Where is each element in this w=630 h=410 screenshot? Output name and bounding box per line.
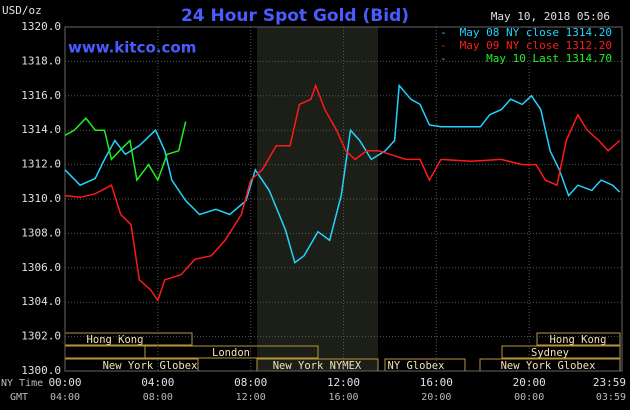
session-label: Hong Kong — [550, 334, 607, 346]
session-label: Sydney — [531, 347, 569, 359]
plot-frame — [64, 26, 623, 372]
session-label: Hong Kong — [87, 334, 144, 346]
sessions: Hong Kong Hong Kong London Sydney New Yo… — [64, 332, 621, 372]
legend-marker: - — [440, 26, 447, 39]
x2-tick-label: 00:00 — [514, 392, 544, 403]
y-tick-label: 1306.0 — [21, 261, 61, 274]
session-label: New York Globex — [103, 360, 198, 372]
site-label: www.kitco.com — [68, 39, 196, 57]
legend-label: May 09 NY close 1312.20 — [460, 39, 612, 52]
session-label: London — [212, 347, 250, 359]
x-tick-label: 04:00 — [141, 376, 174, 389]
y-tick-label: 1310.0 — [21, 192, 61, 205]
series-line — [64, 83, 621, 264]
series-line — [64, 117, 187, 182]
legend-marker: - — [440, 52, 447, 65]
x-tick-label: 00:00 — [48, 376, 81, 389]
chart-title: 24 Hour Spot Gold (Bid) — [181, 6, 409, 26]
y-tick-label: 1300.0 — [21, 364, 61, 377]
y-tick-label: 1302.0 — [21, 330, 61, 343]
y-tick-label: 1304.0 — [21, 295, 61, 308]
y-tick-label: 1318.0 — [21, 54, 61, 67]
session-label: NY Globex — [388, 360, 445, 372]
x-tick-label: 23:59 — [593, 376, 626, 389]
x-tick-label: 12:00 — [327, 376, 360, 389]
x2-tick-label: 04:00 — [50, 392, 80, 403]
session-box — [144, 345, 319, 359]
x2-axis-label: GMT — [10, 392, 28, 403]
x-axis-label: NY Time — [1, 378, 43, 389]
session-box — [501, 345, 621, 359]
unit-label: USD/oz — [2, 4, 42, 17]
y-tick-label: 1316.0 — [21, 89, 61, 102]
x2-tick-label: 03:59 — [596, 392, 626, 403]
y-tick-label: 1308.0 — [21, 226, 61, 239]
session-label: New York Globex — [501, 360, 596, 372]
x2-tick-label: 12:00 — [236, 392, 266, 403]
session-box — [536, 332, 621, 346]
session-box — [64, 345, 146, 359]
x-tick-label: 20:00 — [513, 376, 546, 389]
y-tick-label: 1320.0 — [21, 20, 61, 33]
y-tick-label: 1312.0 — [21, 158, 61, 171]
y-tick-label: 1314.0 — [21, 123, 61, 136]
x2-tick-label: 16:00 — [328, 392, 358, 403]
timestamp: May 10, 2018 05:06 — [491, 10, 610, 23]
legend-marker: - — [440, 39, 447, 52]
x-tick-label: 08:00 — [234, 376, 267, 389]
x2-tick-label: 08:00 — [143, 392, 173, 403]
legend-label: May 10 Last 1314.70 — [486, 52, 612, 65]
session-label: New York NYMEX — [273, 360, 362, 372]
legend-label: May 08 NY close 1314.20 — [460, 26, 612, 39]
series-line — [64, 83, 621, 303]
x-tick-label: 16:00 — [420, 376, 453, 389]
x2-tick-label: 20:00 — [421, 392, 451, 403]
